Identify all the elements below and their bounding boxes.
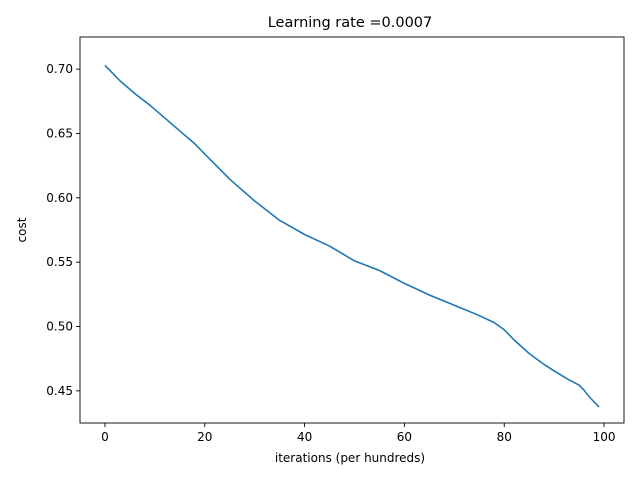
x-tick-label: 60 [397, 430, 412, 444]
x-tick-label: 40 [297, 430, 312, 444]
x-tick-label: 20 [197, 430, 212, 444]
plot-area [79, 36, 625, 424]
x-tick-label: 80 [497, 430, 512, 444]
axis-ticks: 0 20 40 60 80 100 0.45 0.50 0.55 0.60 0.65 0.70 [46, 62, 615, 444]
y-axis-label: cost [15, 217, 29, 242]
x-tick-label: 0 [101, 430, 109, 444]
series-line-0 [104, 64, 600, 408]
x-tick-label: 100 [593, 430, 616, 444]
chart-title: Learning rate =0.0007 [268, 15, 433, 31]
y-tick-label: 0.55 [46, 255, 73, 269]
y-tick-label: 0.65 [46, 127, 73, 141]
y-tick-label: 0.70 [46, 62, 73, 76]
axes-frame [79, 36, 625, 424]
y-tick-label: 0.50 [46, 320, 73, 334]
x-axis-label: iterations (per hundreds) [275, 451, 425, 465]
y-tick-label: 0.60 [46, 191, 73, 205]
y-tick-label: 0.45 [46, 384, 73, 398]
